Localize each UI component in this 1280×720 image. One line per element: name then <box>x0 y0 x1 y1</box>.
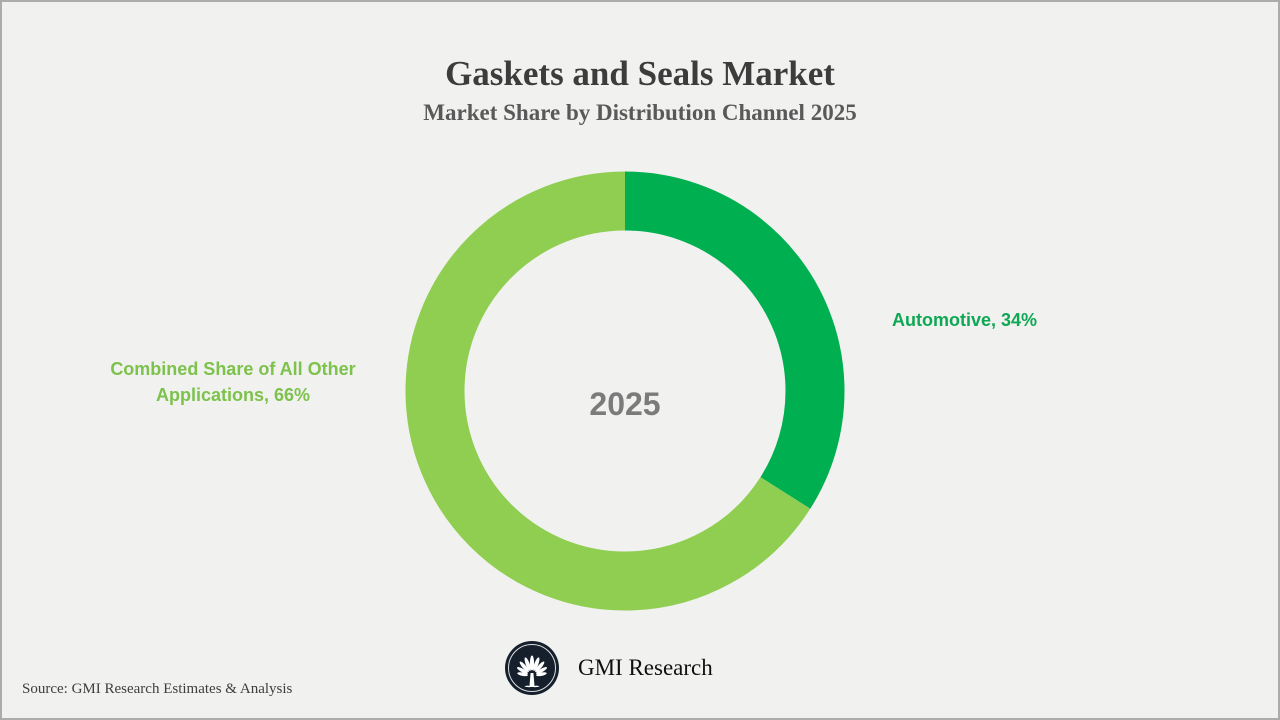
source-note: Source: GMI Research Estimates & Analysi… <box>22 681 293 697</box>
donut-slice-combined-share-of-all-other-applications <box>405 171 845 611</box>
brand-name: GMI Research <box>578 655 713 680</box>
brand-footer: GMI Research <box>504 640 713 696</box>
donut-chart-area: 2025 <box>405 171 845 611</box>
data-label-other-line2: Applications, 66% <box>155 385 311 405</box>
data-label-other-applications: Combined Share of All Other Applications… <box>77 356 389 408</box>
donut-slices <box>405 171 845 611</box>
palmetto-tree-icon <box>505 641 559 695</box>
data-label-other-line1: Combined Share of All Other <box>110 359 356 379</box>
data-label-automotive: Automotive, 34% <box>892 310 1038 330</box>
page-subtitle: Market Share by Distribution Channel 202… <box>423 100 857 125</box>
donut-chart <box>405 171 845 611</box>
page-title: Gaskets and Seals Market <box>445 54 835 93</box>
